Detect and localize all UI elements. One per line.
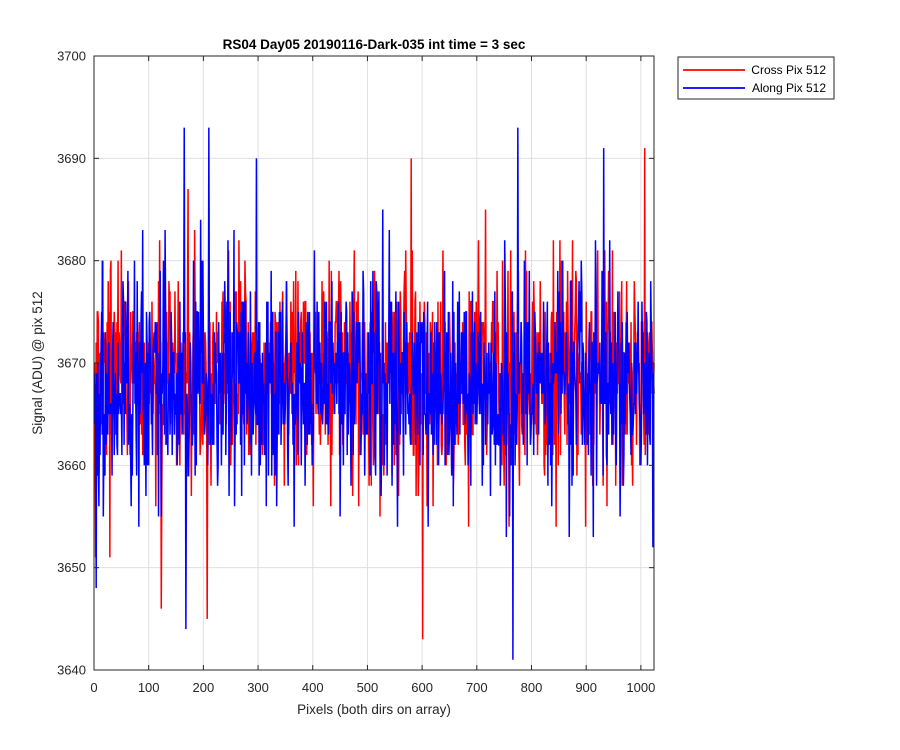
y-tick-label: 3640 [57, 663, 86, 678]
legend-label-along: Along Pix 512 [752, 81, 826, 95]
chart-title: RS04 Day05 20190116-Dark-035 int time = … [223, 37, 526, 52]
x-tick-label: 500 [357, 680, 379, 695]
series-layer [93, 127, 655, 660]
y-axis-label: Signal (ADU) @ pix 512 [30, 291, 45, 435]
series-line-along [93, 127, 655, 660]
y-tick-label: 3700 [57, 49, 86, 64]
x-tick-label: 700 [466, 680, 488, 695]
legend: Cross Pix 512 Along Pix 512 [677, 56, 835, 100]
x-tick-label: 300 [247, 680, 269, 695]
x-tick-label: 100 [138, 680, 160, 695]
x-tick-label: 600 [411, 680, 433, 695]
x-tick-label: 0 [90, 680, 97, 695]
x-axis-label: Pixels (both dirs on array) [297, 702, 451, 717]
y-tick-label: 3660 [57, 458, 86, 473]
x-tick-label: 900 [575, 680, 597, 695]
y-tick-label: 3670 [57, 356, 86, 371]
y-tick-label: 3680 [57, 253, 86, 268]
legend-label-cross: Cross Pix 512 [751, 63, 826, 77]
y-tick-label: 3650 [57, 560, 86, 575]
x-tick-label: 400 [302, 680, 324, 695]
legend-box [677, 56, 835, 100]
y-tick-label: 3690 [57, 151, 86, 166]
x-tick-label: 1000 [626, 680, 655, 695]
axis-ticks: 0 100 200 300 400 500 600 700 800 900 1000 3640 3650… [57, 49, 655, 696]
x-tick-label: 800 [521, 680, 543, 695]
x-tick-label: 200 [193, 680, 215, 695]
